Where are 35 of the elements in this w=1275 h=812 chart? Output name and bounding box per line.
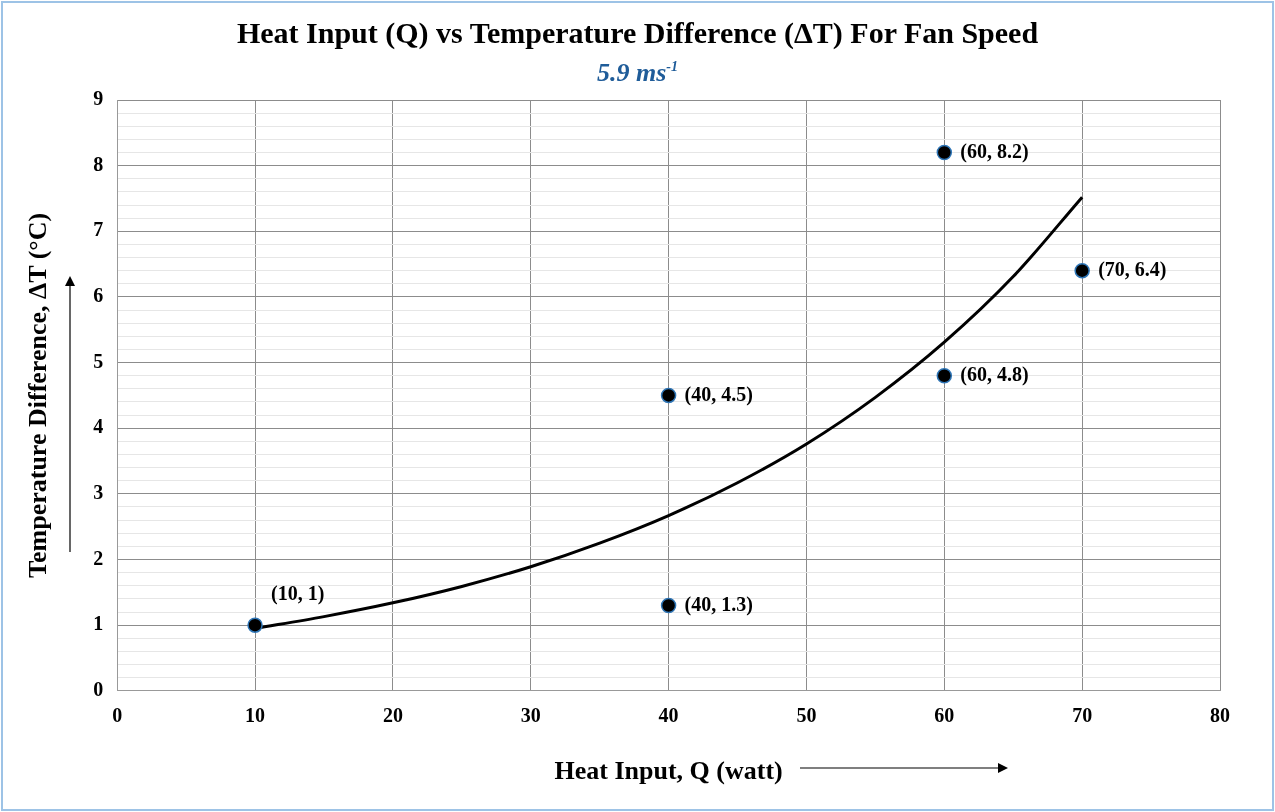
data-label: (60, 8.2) [960,139,1029,163]
y-tick-label: 7 [93,218,104,241]
data-label: (10, 1) [271,582,325,606]
y-tick-label: 5 [93,349,104,372]
chart-title: Heat Input (Q) vs Temperature Difference (ΔT) For Fan Speed [235,16,1040,50]
y-tick-label: 8 [93,152,104,175]
data-label: (40, 4.5) [684,382,753,406]
y-tick-label: 0 [93,677,104,700]
x-tick-label: 80 [1210,703,1230,726]
point [247,617,263,633]
y-tick-label: 1 [93,612,104,635]
y-tick-label: 6 [93,284,104,307]
point [660,597,677,614]
x-tick-label: 60 [934,703,955,726]
data-label: (70, 6.4) [1098,257,1167,281]
y-tick-label: 4 [93,415,104,438]
y-axis-title: Temperature Difference, ΔT (°C) [23,212,53,578]
x-tick-label: 20 [382,703,403,726]
x-tick-label: 10 [245,703,266,726]
x-tick-label: 70 [1072,703,1093,726]
y-tick-label: 9 [93,87,104,110]
x-axis-title: Heat Input, Q (watt) [554,756,783,786]
data-label: (60, 4.8) [960,362,1029,386]
point [660,387,677,404]
x-tick-label: 50 [796,703,817,726]
x-tick-label: 40 [658,703,679,726]
point [936,367,953,384]
y-tick-label: 2 [93,546,104,569]
point [936,144,953,161]
y-tick-label: 3 [93,481,104,504]
data-label: (40, 1.3) [684,592,753,616]
point [1074,262,1090,279]
x-tick-label: 0 [112,703,123,726]
x-tick-label: 30 [520,703,541,726]
chart-subtitle: 5.9 ms$^{-1}$ [596,58,679,88]
